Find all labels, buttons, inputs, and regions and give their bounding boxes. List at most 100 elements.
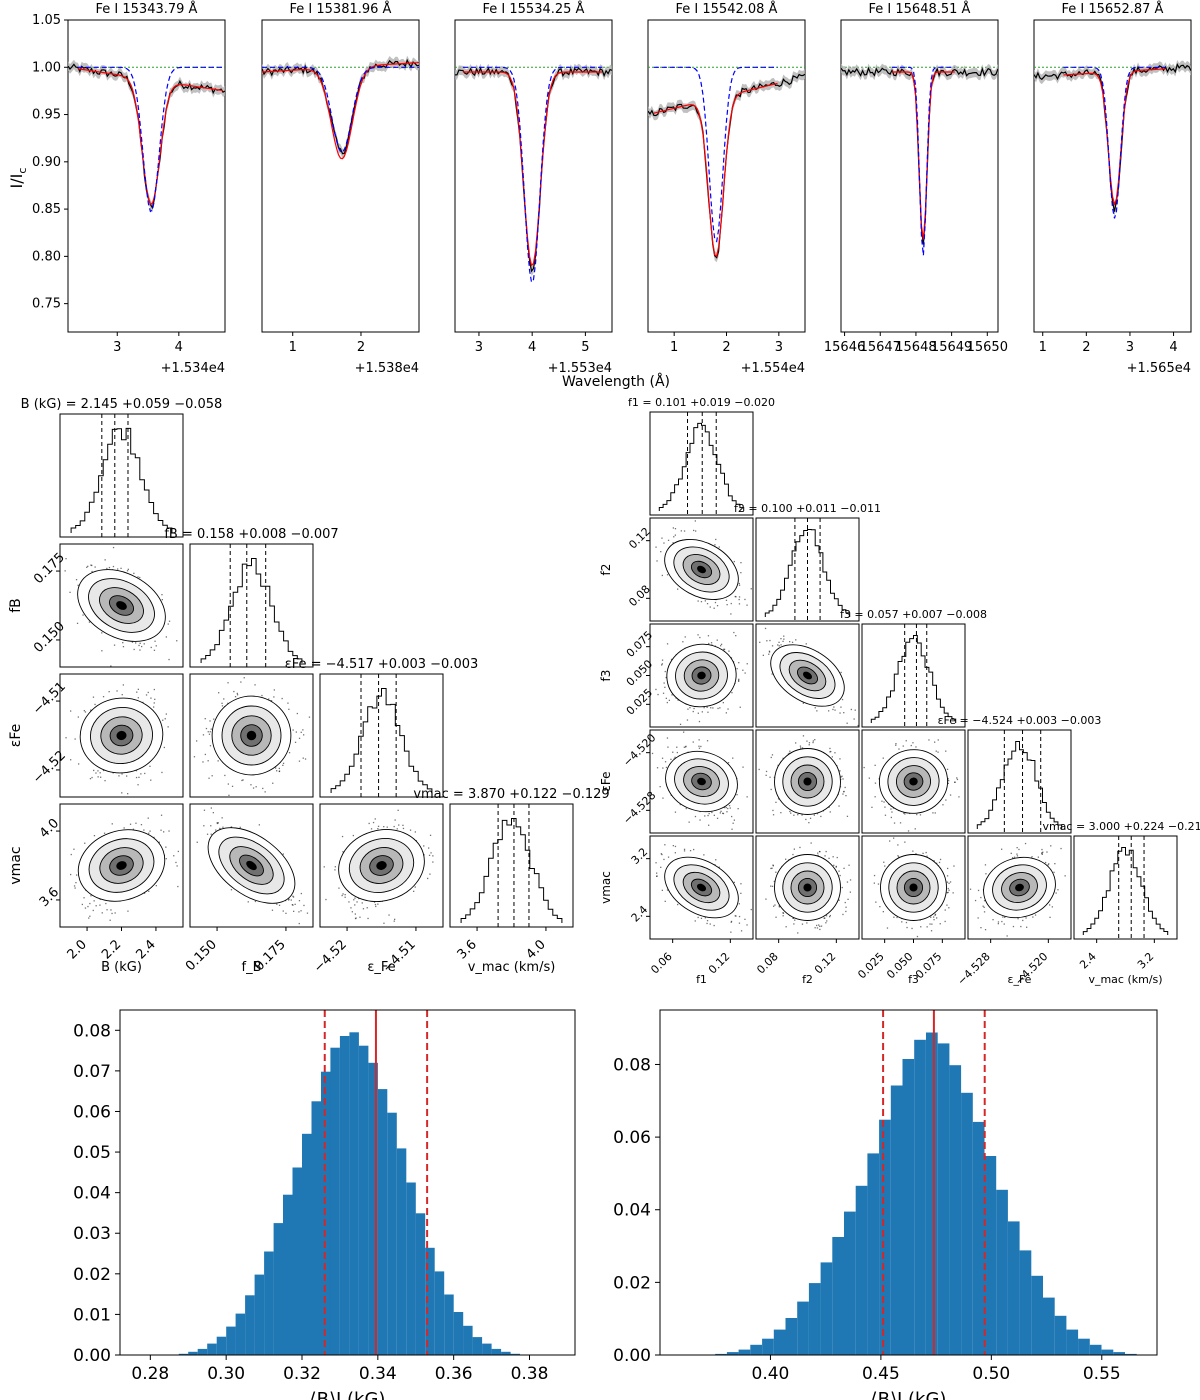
scatter-point [698, 747, 701, 749]
scatter-point [801, 747, 804, 749]
scatter-point [273, 696, 275, 698]
scatter-point [90, 709, 92, 711]
y-tick-label: −4.528 [621, 789, 659, 827]
density-contour [116, 601, 127, 610]
scatter-point [288, 752, 291, 754]
scatter-point [777, 644, 779, 646]
scatter-point [670, 758, 672, 760]
scatter-point [668, 699, 670, 701]
scatter-point [738, 598, 740, 601]
axis-label: ε_Fe [367, 960, 395, 975]
scatter-point [829, 747, 831, 750]
scatter-point [839, 758, 841, 760]
scatter-point [148, 832, 150, 834]
scatter-point [271, 700, 273, 702]
scatter-point [234, 696, 237, 698]
scatter-point [272, 782, 274, 784]
scatter-point [731, 828, 733, 830]
x-offset-label: +1.534e4 [161, 361, 225, 376]
y-tick-label: 3.6 [37, 885, 62, 910]
scatter-point [139, 649, 141, 651]
scatter-point [84, 842, 86, 844]
scatter-point [141, 645, 143, 648]
corner-cell-frame [59, 543, 184, 668]
scatter-point [683, 746, 685, 748]
scatter-point [707, 711, 709, 713]
corner-cell-frame [189, 543, 314, 668]
y-tick-label: 1.05 [32, 13, 61, 28]
scatter-point [839, 712, 841, 714]
scatter-point [432, 861, 434, 863]
scatter-point [173, 855, 175, 857]
scatter-point [207, 760, 209, 762]
scatter-point [693, 707, 695, 710]
scatter-point [168, 620, 171, 622]
scatter-point [377, 828, 379, 830]
scatter-point [341, 835, 344, 838]
scatter-point [783, 638, 785, 640]
scatter-point [661, 757, 664, 759]
scatter-point [666, 701, 668, 704]
scatter-point [95, 772, 97, 774]
scatter-point [359, 916, 361, 918]
scatter-point [88, 917, 90, 919]
corner-cell-frame [59, 413, 184, 538]
corner-cell-frame [649, 411, 754, 516]
best-fit-model [462, 71, 603, 267]
scatter-point [383, 922, 385, 924]
scatter-point [854, 709, 856, 711]
scatter-point [74, 887, 76, 889]
scatter-point [344, 894, 346, 896]
scatter-point [302, 729, 304, 731]
scatter-point [789, 810, 791, 813]
scatter-point [92, 696, 95, 698]
scatter-point [306, 912, 309, 914]
scatter-point [354, 904, 356, 906]
scatter-point [711, 811, 713, 814]
scatter-point [429, 873, 431, 875]
scatter-point [732, 757, 734, 759]
scatter-point [202, 734, 205, 736]
scatter-point [69, 591, 71, 593]
scatter-point [155, 885, 157, 887]
marginal-histogram [764, 529, 851, 617]
scatter-point [122, 646, 125, 648]
scatter-point [210, 807, 212, 809]
scatter-point [738, 603, 741, 605]
scatter-point [292, 896, 295, 898]
x-tick-label: 2.4 [134, 937, 159, 962]
scatter-point [288, 898, 290, 900]
scatter-point [398, 824, 400, 826]
scatter-point [427, 877, 429, 880]
scatter-point [409, 829, 412, 831]
scatter-point [217, 822, 219, 824]
scatter-point [300, 892, 302, 895]
scatter-point [693, 529, 695, 532]
scatter-point [350, 907, 352, 909]
scatter-point [377, 903, 379, 905]
scatter-point [689, 707, 691, 709]
scatter-point [135, 642, 137, 644]
scatter-point [780, 644, 782, 646]
scatter-point [282, 910, 284, 912]
scatter-point [143, 643, 145, 645]
scatter-point [802, 702, 804, 704]
scatter-point [366, 907, 368, 909]
scatter-point [709, 606, 711, 608]
scatter-point [717, 707, 719, 710]
scatter-point [777, 764, 779, 766]
scatter-point [828, 710, 830, 712]
scatter-point [812, 740, 814, 742]
density-contour [246, 860, 257, 871]
scatter-point [686, 719, 689, 721]
scatter-point [250, 784, 252, 786]
observed-spectrum [454, 66, 613, 273]
scatter-point [766, 640, 768, 642]
scatter-point [687, 708, 689, 710]
scatter-point [383, 826, 385, 828]
scatter-point [108, 566, 111, 569]
x-tick-label: 2 [722, 340, 730, 355]
scatter-point [76, 622, 79, 624]
observed-uncertainty-band [262, 55, 419, 159]
spectrum-frame [261, 19, 420, 333]
